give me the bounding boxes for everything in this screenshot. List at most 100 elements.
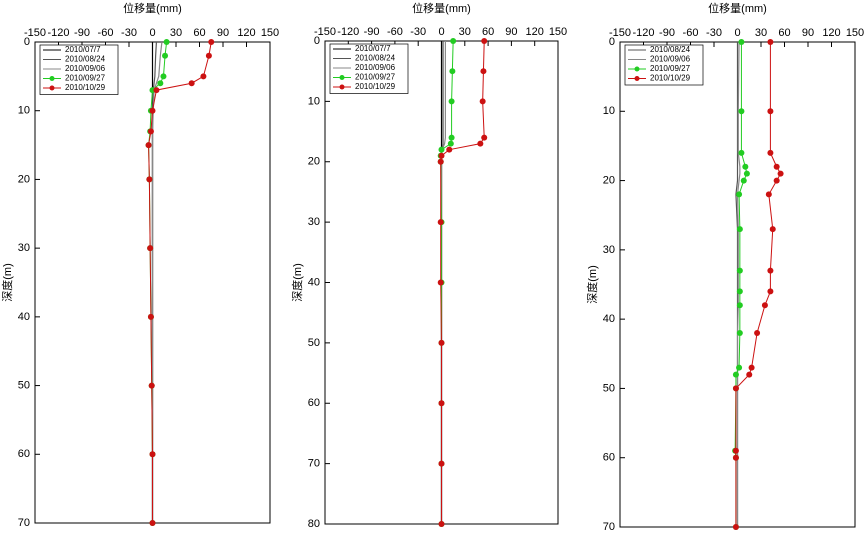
chart: 位移量(mm) 深度(m) -150 -120 -90 -60 -30 0 30 60 90 120 1… xyxy=(585,1,864,533)
chart-title: 位移量(mm) xyxy=(412,1,471,15)
data-point xyxy=(742,163,749,170)
x-tick-label: 30 xyxy=(170,27,182,39)
data-point xyxy=(746,371,753,378)
x-tick-label: -150 xyxy=(314,26,336,38)
y-tick-label: 40 xyxy=(603,313,615,325)
legend-label: 2010/08/24 xyxy=(355,54,396,63)
y-tick-label: 20 xyxy=(18,173,30,185)
x-tick-label: 120 xyxy=(237,27,255,39)
data-point xyxy=(160,73,167,80)
data-point xyxy=(732,371,739,378)
data-point xyxy=(205,52,212,59)
data-point xyxy=(736,302,743,309)
y-tick-label: 60 xyxy=(18,448,30,460)
data-point xyxy=(438,460,445,467)
data-point xyxy=(736,330,743,336)
y-tick-label: 40 xyxy=(18,311,30,323)
x-tick-label: -30 xyxy=(121,27,137,39)
y-tick-label: 60 xyxy=(308,397,320,409)
y-tick-label: 70 xyxy=(18,517,30,529)
data-point xyxy=(146,176,153,183)
y-tick-label: 70 xyxy=(308,458,320,470)
data-point xyxy=(153,87,160,94)
y-tick-label: 50 xyxy=(308,337,320,349)
data-point xyxy=(736,288,743,295)
chart-title: 位移量(mm) xyxy=(123,1,182,15)
x-tick-label: -60 xyxy=(387,26,403,38)
data-point xyxy=(732,524,739,530)
y-tick-label: 70 xyxy=(603,521,615,533)
data-point xyxy=(200,73,207,80)
x-tick-label: 150 xyxy=(261,27,279,39)
legend-marker xyxy=(634,76,640,81)
y-tick-label: 80 xyxy=(308,518,320,530)
x-tick-label: 30 xyxy=(459,26,471,38)
x-tick-label: 30 xyxy=(755,27,767,39)
chart: 位移量(mm) 深度(m) -150 -120 -90 -60 -30 0 30 60 90 120 1… xyxy=(290,1,567,530)
data-point xyxy=(732,447,739,454)
data-point xyxy=(145,142,152,149)
data-point xyxy=(147,245,154,252)
data-point xyxy=(736,267,743,274)
legend-marker xyxy=(49,85,55,91)
series-line xyxy=(151,41,163,523)
x-tick-label: 60 xyxy=(193,27,205,39)
x-tick-label: 0 xyxy=(149,27,155,39)
x-tick-label: 60 xyxy=(482,26,494,38)
data-point xyxy=(149,107,156,114)
data-point xyxy=(481,134,488,141)
x-tick-label: -90 xyxy=(364,26,380,38)
x-tick-label: -30 xyxy=(706,27,722,39)
data-point xyxy=(163,39,170,45)
data-point xyxy=(446,146,453,153)
x-tick-label: 90 xyxy=(505,26,517,38)
data-point xyxy=(748,364,755,371)
series-line xyxy=(148,41,212,523)
legend-frame xyxy=(39,44,119,95)
legend-label: 2010/08/24 xyxy=(650,45,691,54)
legend-label: 2010/07/7 xyxy=(355,44,391,53)
y-tick-label: 40 xyxy=(308,276,320,288)
data-point xyxy=(438,339,445,346)
legend-label: 2010/10/29 xyxy=(65,83,106,92)
y-tick-label: 60 xyxy=(603,452,615,464)
data-point xyxy=(448,98,455,105)
y-tick-label: 10 xyxy=(603,105,615,117)
data-point xyxy=(736,191,743,198)
legend-label: 2010/09/27 xyxy=(65,74,106,83)
data-point xyxy=(773,177,780,184)
chart: 位移量(mm) 深度(m) -150 -120 -90 -60 -30 0 30 60 90 120 1… xyxy=(0,1,279,529)
y-tick-label: 10 xyxy=(308,95,320,107)
chart-title: 位移量(mm) xyxy=(708,1,767,15)
data-point xyxy=(147,128,154,135)
x-tick-label: -90 xyxy=(659,27,675,39)
legend-label: 2010/10/29 xyxy=(650,74,691,83)
data-point xyxy=(773,163,780,170)
y-tick-label: 50 xyxy=(18,379,30,391)
data-point xyxy=(732,385,739,392)
y-tick-label: 10 xyxy=(18,105,30,117)
data-point xyxy=(767,267,774,274)
x-tick-label: -120 xyxy=(632,27,654,39)
x-tick-label: 150 xyxy=(846,27,864,39)
x-tick-label: 60 xyxy=(778,27,790,39)
x-tick-label: 120 xyxy=(526,26,544,38)
data-point xyxy=(738,108,745,115)
data-point xyxy=(149,520,156,526)
data-point xyxy=(447,140,454,147)
x-tick-label: -30 xyxy=(410,26,426,38)
y-axis-label: 深度(m) xyxy=(290,263,304,302)
x-tick-label: 90 xyxy=(802,27,814,39)
legend-label: 2010/09/27 xyxy=(355,73,396,82)
y-axis-label: 深度(m) xyxy=(585,265,599,304)
x-tick-label: -150 xyxy=(24,27,46,39)
y-tick-label: 0 xyxy=(609,36,615,48)
data-point xyxy=(147,313,154,320)
legend: 2010/07/72010/08/242010/09/062010/09/272… xyxy=(329,43,409,94)
y-tick-label: 50 xyxy=(603,382,615,394)
x-tick-label: 120 xyxy=(822,27,840,39)
y-tick-label: 20 xyxy=(308,156,320,168)
x-tick-label: -60 xyxy=(98,27,114,39)
data-point xyxy=(767,108,774,115)
